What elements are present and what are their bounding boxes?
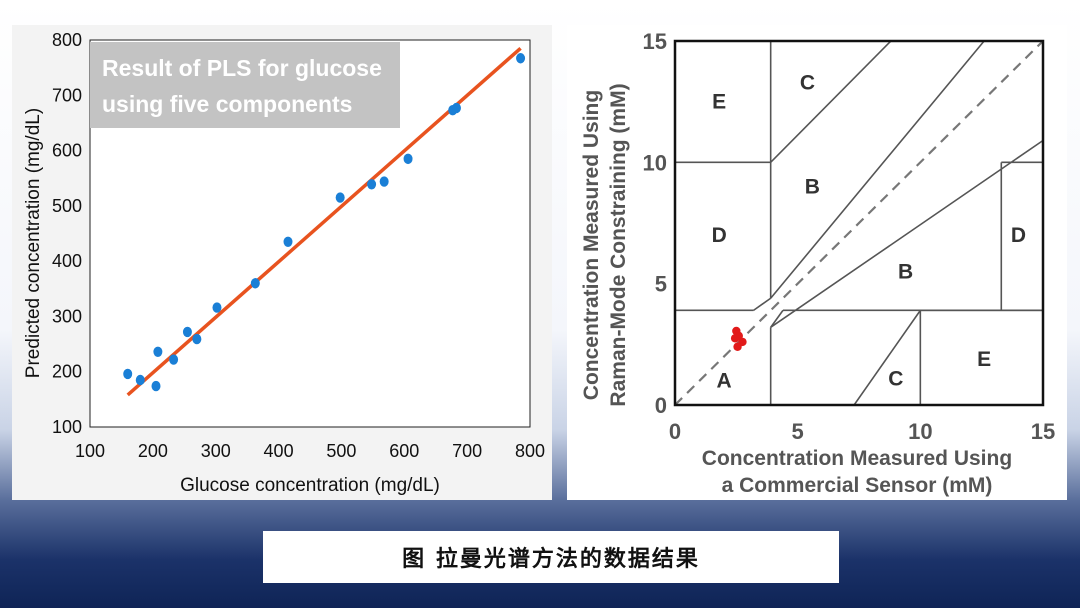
right-x-axis-label-line-1: Concentration Measured Using — [702, 447, 1012, 470]
data-point — [151, 380, 161, 392]
zone-label: E — [712, 91, 726, 114]
zone-boundary-line — [770, 40, 985, 299]
data-point — [153, 346, 163, 358]
right-y-tick-label: 10 — [643, 150, 667, 175]
right-y-axis-label-line-2: Raman-Mode Constraining (mM) — [607, 83, 630, 406]
left-y-tick-label: 500 — [52, 196, 82, 216]
left-y-tick-label: 100 — [52, 417, 82, 437]
left-x-tick-label: 600 — [389, 441, 419, 461]
data-point — [123, 368, 133, 380]
error-grid-chart: A B B C C D D E E 0 5 10 15 0 5 10 15 Concentration Me… — [580, 29, 1055, 497]
left-x-tick-label: 300 — [201, 441, 231, 461]
zone-label: C — [800, 71, 815, 94]
data-point — [283, 236, 293, 247]
data-point — [250, 278, 260, 289]
zone-label: C — [888, 367, 903, 390]
pls-scatter-chart: Result of PLS for glucose using five com… — [23, 30, 545, 496]
zone-boundary-line — [770, 309, 784, 328]
right-y-tick-label: 0 — [655, 393, 667, 418]
pls-scatter-panel: Result of PLS for glucose using five com… — [12, 25, 552, 500]
data-point — [335, 192, 345, 203]
left-title-box — [90, 42, 400, 128]
left-x-tick-label: 500 — [326, 441, 356, 461]
zone-label: B — [805, 176, 820, 199]
data-point — [403, 153, 413, 165]
data-point — [212, 302, 222, 313]
zone-label: D — [1011, 224, 1026, 247]
right-y-tick-label: 15 — [643, 29, 667, 54]
zone-boundary-line — [770, 139, 1044, 329]
data-point — [367, 179, 377, 190]
zone-label: E — [977, 348, 991, 371]
left-y-tick-label: 300 — [52, 306, 82, 326]
left-y-axis-label: Predicted concentration (mg/dL) — [23, 108, 44, 378]
left-x-tick-label: 800 — [515, 441, 545, 461]
right-y-axis-label-line-1: Concentration Measured Using — [580, 90, 603, 400]
right-y-tick-label: 5 — [655, 272, 667, 297]
left-title-line-2: using five components — [102, 91, 352, 117]
left-x-tick-label: 400 — [264, 441, 294, 461]
left-x-tick-label: 100 — [75, 441, 105, 461]
right-x-axis-label-line-2: a Commercial Sensor (mM) — [722, 474, 993, 497]
zone-label: A — [716, 370, 731, 393]
right-plot-area — [673, 39, 1045, 407]
left-x-tick-label: 700 — [452, 441, 482, 461]
data-point — [379, 176, 389, 187]
left-y-tick-label: 400 — [52, 251, 82, 271]
error-grid-panel: A B B C C D D E E 0 5 10 15 0 5 10 15 Concentration Me… — [567, 25, 1067, 500]
zone-boundary-line — [753, 297, 772, 312]
zone-label: B — [898, 261, 913, 284]
data-point — [192, 333, 202, 345]
data-point — [182, 326, 192, 338]
left-y-tick-label: 800 — [52, 30, 82, 50]
right-x-tick-label: 5 — [792, 419, 804, 444]
data-point — [451, 102, 461, 114]
left-y-tick-label: 600 — [52, 141, 82, 161]
data-point — [169, 354, 179, 365]
data-point — [730, 334, 740, 343]
left-y-tick-label: 200 — [52, 362, 82, 382]
left-title-line-1: Result of PLS for glucose — [102, 55, 382, 81]
zone-boundary-line — [770, 40, 892, 163]
left-x-tick-label: 200 — [138, 441, 168, 461]
zone-label: D — [712, 224, 727, 247]
right-x-tick-label: 15 — [1031, 419, 1055, 444]
right-x-tick-label: 0 — [669, 419, 681, 444]
right-x-tick-label: 10 — [908, 419, 932, 444]
data-point — [516, 53, 526, 64]
figure-caption: 图 拉曼光谱方法的数据结果 — [263, 531, 839, 583]
data-point — [733, 342, 742, 351]
data-point — [135, 374, 145, 386]
zone-boundary-line — [853, 309, 921, 406]
left-x-axis-label: Glucose concentration (mg/dL) — [180, 475, 440, 496]
left-y-tick-label: 700 — [52, 85, 82, 105]
